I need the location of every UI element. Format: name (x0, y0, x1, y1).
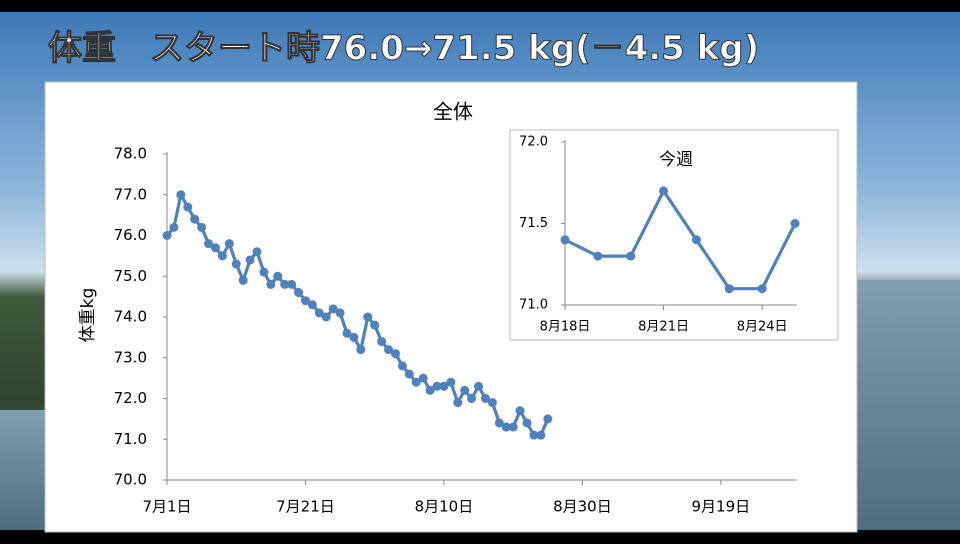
data-point (245, 255, 255, 265)
data-point (370, 320, 380, 330)
data-point (446, 377, 456, 387)
data-point (217, 251, 227, 261)
data-point (307, 300, 317, 310)
data-point (487, 398, 497, 408)
data-point (176, 190, 186, 200)
series-line (564, 189, 797, 291)
chart-title: 全体 (433, 100, 473, 124)
data-point (390, 349, 400, 359)
data-point (529, 430, 539, 440)
x-tick-label: 8月24日 (737, 320, 788, 335)
data-point (321, 312, 331, 322)
data-point (238, 275, 248, 285)
data-point (183, 202, 193, 212)
chart-title: 今週 (659, 150, 693, 170)
data-point (210, 243, 220, 253)
data-point (480, 394, 490, 403)
data-point (508, 422, 518, 432)
data-point (335, 308, 345, 318)
data-point (411, 377, 421, 387)
data-point (224, 239, 234, 249)
data-point (342, 328, 352, 338)
data-point (560, 235, 570, 245)
data-point (162, 231, 172, 240)
data-point (273, 271, 283, 281)
data-point (790, 219, 800, 228)
data-point (474, 381, 484, 391)
slide-title: 体重 スタート時76.0→71.5 kg(－4.5 kg) (48, 29, 759, 69)
x-tick-label: 8月30日 (553, 498, 612, 516)
data-point (349, 332, 359, 342)
y-tick-label: 71.0 (519, 298, 548, 313)
data-point (356, 345, 366, 355)
data-point (169, 222, 179, 232)
data-point (757, 284, 767, 294)
x-tick-label: 8月18日 (540, 320, 591, 335)
data-point (543, 414, 553, 424)
data-point (467, 394, 477, 403)
data-point (453, 398, 463, 408)
data-point (691, 235, 701, 245)
data-point (522, 418, 532, 428)
y-tick-label: 71.5 (519, 216, 548, 231)
data-point (197, 222, 207, 232)
y-tick-label: 72.0 (519, 135, 548, 150)
main-chart: 7月1日 7月21日 8月10日 8月30日 9月19日 70.0 71.0 72.0 73.0… (78, 100, 797, 516)
data-point (536, 430, 546, 440)
lake (857, 280, 960, 530)
data-point (425, 385, 435, 395)
data-point (300, 296, 310, 306)
x-tick-label: 8月10日 (415, 498, 474, 516)
data-point (190, 214, 200, 224)
data-point (439, 381, 449, 391)
x-tick-label: 7月21日 (276, 498, 335, 516)
data-point (418, 373, 428, 383)
data-point (314, 308, 324, 318)
x-tick-label: 9月19日 (692, 498, 751, 516)
data-point (397, 361, 407, 371)
y-tick-label: 75.0 (114, 267, 147, 285)
data-point (659, 186, 669, 196)
y-axis-label: 体重kg (78, 288, 98, 343)
y-tick-label: 78.0 (114, 145, 147, 163)
y-tick-label: 73.0 (114, 348, 147, 366)
data-point (266, 279, 276, 289)
data-point (287, 279, 297, 289)
lake (0, 410, 45, 530)
data-point (363, 312, 373, 322)
data-point (259, 267, 269, 277)
data-point (294, 288, 304, 298)
y-tick-label: 71.0 (114, 430, 147, 448)
y-tick-label: 72.0 (114, 389, 147, 407)
y-tick-label: 77.0 (114, 185, 147, 203)
data-point (328, 304, 338, 314)
y-tick-label: 70.0 (114, 471, 147, 489)
y-tick-label: 74.0 (114, 308, 147, 326)
inset-chart: 8月18日 8月21日 8月24日 71.0 71.5 72.0 今週 (519, 135, 800, 335)
data-point (384, 345, 394, 355)
y-tick-label: 76.0 (114, 226, 147, 244)
data-point (515, 406, 525, 416)
data-point (626, 251, 636, 261)
x-tick-label: 8月21日 (638, 320, 689, 335)
data-point (494, 418, 504, 428)
data-point (404, 369, 414, 379)
data-point (432, 381, 442, 391)
data-point (280, 279, 290, 289)
data-point (593, 251, 603, 261)
x-tick-label: 7月1日 (142, 498, 191, 516)
data-point (501, 422, 511, 432)
data-point (377, 336, 387, 346)
data-point (252, 247, 262, 257)
data-point (231, 259, 241, 269)
data-point (204, 239, 214, 249)
data-point (724, 284, 734, 294)
data-point (460, 385, 470, 395)
